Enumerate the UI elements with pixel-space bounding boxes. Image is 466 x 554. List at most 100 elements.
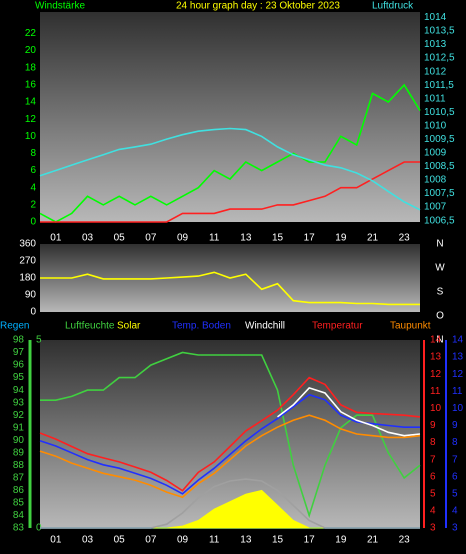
y2-tick-label: 7 <box>452 454 458 465</box>
y-label: Windstärke <box>35 1 85 12</box>
x-tick-label: 23 <box>399 233 411 244</box>
y-tick-label: 95 <box>13 372 25 383</box>
series-line <box>40 161 420 223</box>
y2-tick-label: 8 <box>430 437 436 448</box>
y-tick-label: 87 <box>13 473 25 484</box>
y2-tick-label: 6 <box>452 471 458 482</box>
y2-tick-label: 9 <box>452 420 458 431</box>
y-tick-label: 18 <box>25 62 37 73</box>
x-tick-label: 13 <box>240 233 252 244</box>
y2-tick-label: 1014 <box>424 12 447 23</box>
y2-tick-label: 11 <box>430 386 441 397</box>
y-tick-label: 0 <box>30 307 36 318</box>
y-tick-label: 83 <box>13 523 25 534</box>
y2-tick-label: 13 <box>452 352 464 363</box>
x-tick-label: 09 <box>177 535 189 546</box>
x-tick-label: 13 <box>240 535 252 546</box>
x-tick-label: 23 <box>399 535 411 546</box>
x-tick-label: 17 <box>304 233 316 244</box>
x-tick-label: 21 <box>367 233 379 244</box>
y2-tick-label: 1006,5 <box>424 215 455 226</box>
y-tick-label: 98 <box>13 335 25 346</box>
y2-tick-label: 1012 <box>424 66 447 77</box>
y-tick-label: 12 <box>25 114 37 125</box>
y2-tick-label: 1012,5 <box>424 53 455 64</box>
y-tick-label: 270 <box>19 256 36 267</box>
series-line <box>40 271 420 306</box>
y2-tick-label: 1010,5 <box>424 107 455 118</box>
legend-label: Temp. Boden <box>172 321 231 332</box>
y-tick-label: 10 <box>25 131 37 142</box>
series-line <box>39 376 421 492</box>
y-tick-label: 2 <box>30 199 36 210</box>
compass-label: W <box>435 263 445 274</box>
y2-tick-label: 10 <box>430 403 442 414</box>
y-tick-label: 8 <box>30 148 36 159</box>
y2-tick-label: 5 <box>430 488 436 499</box>
y-tick-label: 180 <box>19 273 36 284</box>
y2-tick-label: 1007 <box>424 202 447 213</box>
y-tick-label: 14 <box>25 97 37 108</box>
y2-tick-label: 6 <box>430 471 436 482</box>
x-tick-label: 03 <box>82 535 94 546</box>
y-tick-label: 85 <box>13 498 25 509</box>
x-tick-label: 17 <box>304 535 316 546</box>
series-line <box>40 351 421 519</box>
y-tick-label: 20 <box>25 45 37 56</box>
x-tick-label: 05 <box>114 233 126 244</box>
y2-tick-label: 1007,5 <box>424 188 455 199</box>
chart-title: 24 hour graph day : 23 Oktober 2023 <box>176 1 340 12</box>
series-line <box>39 393 420 495</box>
y2-tick-label: 1013 <box>424 39 447 50</box>
x-tick-label: 05 <box>114 535 126 546</box>
compass-label: O <box>436 311 444 322</box>
y2-tick-label: 5 <box>452 488 458 499</box>
y2-tick-label: 12 <box>430 369 442 380</box>
series-line <box>40 478 420 529</box>
y-tick-label: 96 <box>13 360 25 371</box>
legend-label: Windchill <box>245 321 285 332</box>
y-tick-label: 94 <box>13 385 25 396</box>
x-tick-label: 19 <box>335 233 347 244</box>
x-tick-label: 01 <box>50 535 62 546</box>
compass-label: N <box>436 239 443 250</box>
y-tick-label: 360 <box>19 239 36 250</box>
x-tick-label: 15 <box>272 535 284 546</box>
y2-tick-label: 1009,5 <box>424 134 455 145</box>
x-tick-label: 07 <box>145 535 157 546</box>
x-tick-label: 21 <box>367 535 379 546</box>
y-tick-label: 88 <box>13 460 25 471</box>
y2-tick-label: 14 <box>452 335 464 346</box>
y2-tick-label: 1008 <box>424 175 447 186</box>
y-tick-label: 91 <box>13 422 25 433</box>
y2-tick-label: 8 <box>452 437 458 448</box>
y2-tick-label: 1008,5 <box>424 161 455 172</box>
y2-tick-label: 4 <box>430 506 436 517</box>
y2-tick-label: 4 <box>452 506 458 517</box>
series-line <box>39 127 421 211</box>
legend-label: Taupunkt <box>390 321 431 332</box>
y-tick-label: 89 <box>13 447 25 458</box>
y2-tick-label: 11 <box>452 386 463 397</box>
y-tick-label: 84 <box>13 510 25 521</box>
y-tick-label: 86 <box>13 485 25 496</box>
y2-tick-label: 1013,5 <box>424 26 455 37</box>
y2-tick-label: 14 <box>430 335 442 346</box>
y-tick-label: 4 <box>30 182 36 193</box>
legend-label: Regen <box>0 321 29 332</box>
x-tick-label: 15 <box>272 233 284 244</box>
y2-tick-label: 12 <box>452 369 464 380</box>
y-tick-label: 6 <box>30 165 36 176</box>
x-tick-label: 09 <box>177 233 189 244</box>
y2-tick-label: 7 <box>430 454 436 465</box>
panel-wind <box>40 12 420 222</box>
y3-tick-label: 5 <box>36 335 42 346</box>
y2-tick-label: 10 <box>452 403 464 414</box>
series-line <box>39 83 421 223</box>
series-line <box>277 386 421 437</box>
y2-tick-label: 9 <box>430 420 436 431</box>
legend-label: Temperatur <box>312 321 363 332</box>
y2-tick-label: 3 <box>430 523 436 534</box>
y-tick-label: 16 <box>25 79 37 90</box>
